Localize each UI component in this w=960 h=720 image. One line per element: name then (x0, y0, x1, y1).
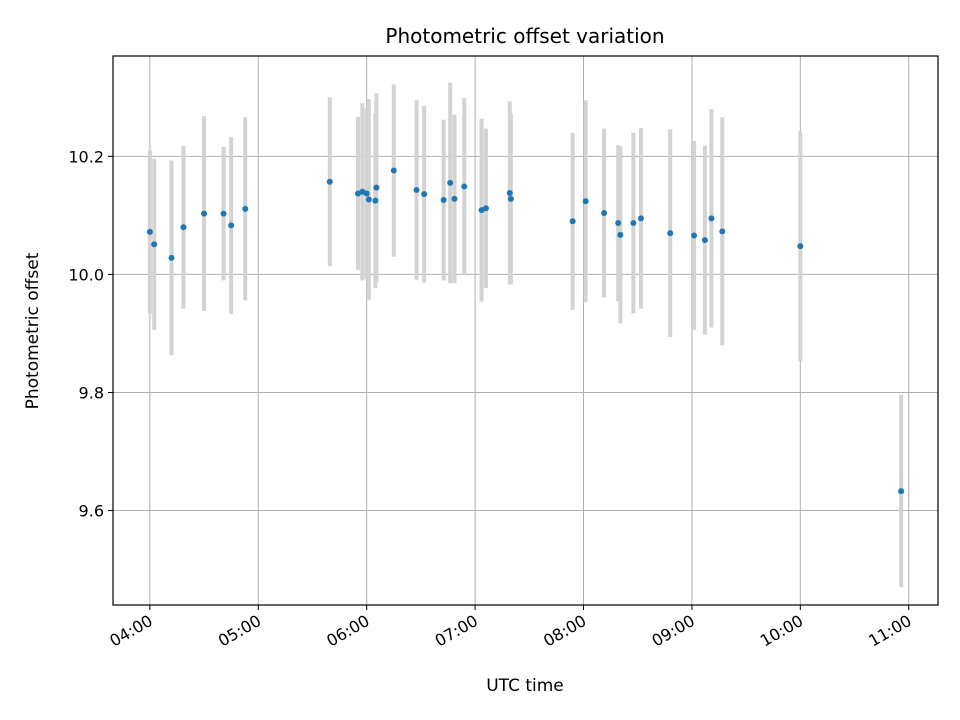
data-point-33 (667, 230, 674, 237)
data-points (146, 167, 905, 495)
data-point-16 (413, 187, 420, 194)
data-point-17 (421, 191, 428, 198)
y-tick-label-0: 9.6 (79, 502, 104, 521)
data-point-5 (220, 210, 227, 217)
data-point-14 (373, 184, 380, 191)
data-point-0 (146, 228, 153, 235)
y-tick-label-2: 10.0 (68, 265, 104, 284)
data-point-12 (365, 196, 372, 203)
y-tick-label-1: 9.8 (79, 383, 104, 402)
x-axis-title: UTC time (486, 676, 564, 696)
data-point-27 (582, 198, 589, 205)
data-point-3 (180, 224, 187, 231)
data-point-2 (168, 254, 175, 261)
data-point-1 (151, 241, 158, 248)
y-axis-ticks: 9.6 9.8 10.0 10.2 (68, 147, 113, 521)
data-point-4 (201, 210, 208, 217)
data-point-6 (228, 222, 235, 229)
data-point-21 (461, 183, 468, 190)
data-point-13 (372, 197, 379, 204)
data-point-8 (326, 178, 333, 185)
data-point-37 (719, 228, 726, 235)
data-point-15 (390, 167, 397, 174)
data-point-38 (797, 243, 804, 250)
data-point-19 (447, 179, 454, 186)
data-point-36 (708, 215, 715, 222)
plot-area-frame (112, 55, 939, 606)
data-point-35 (701, 237, 708, 244)
data-point-39 (898, 488, 905, 495)
data-point-31 (630, 220, 637, 227)
y-tick-label-3: 10.2 (68, 147, 104, 166)
data-point-30 (617, 231, 624, 238)
data-point-29 (615, 220, 622, 227)
data-point-7 (242, 205, 249, 212)
chart-title: Photometric offset variation (385, 24, 664, 48)
data-point-23 (482, 205, 489, 212)
data-point-28 (601, 210, 608, 217)
data-point-25 (507, 195, 514, 202)
y-axis-title: Photometric offset (23, 252, 43, 409)
data-point-32 (637, 215, 644, 222)
data-point-26 (569, 218, 576, 225)
data-point-24 (506, 189, 513, 196)
data-point-20 (451, 195, 458, 202)
data-point-11 (363, 190, 370, 197)
data-point-18 (440, 197, 447, 204)
data-point-34 (691, 232, 698, 239)
